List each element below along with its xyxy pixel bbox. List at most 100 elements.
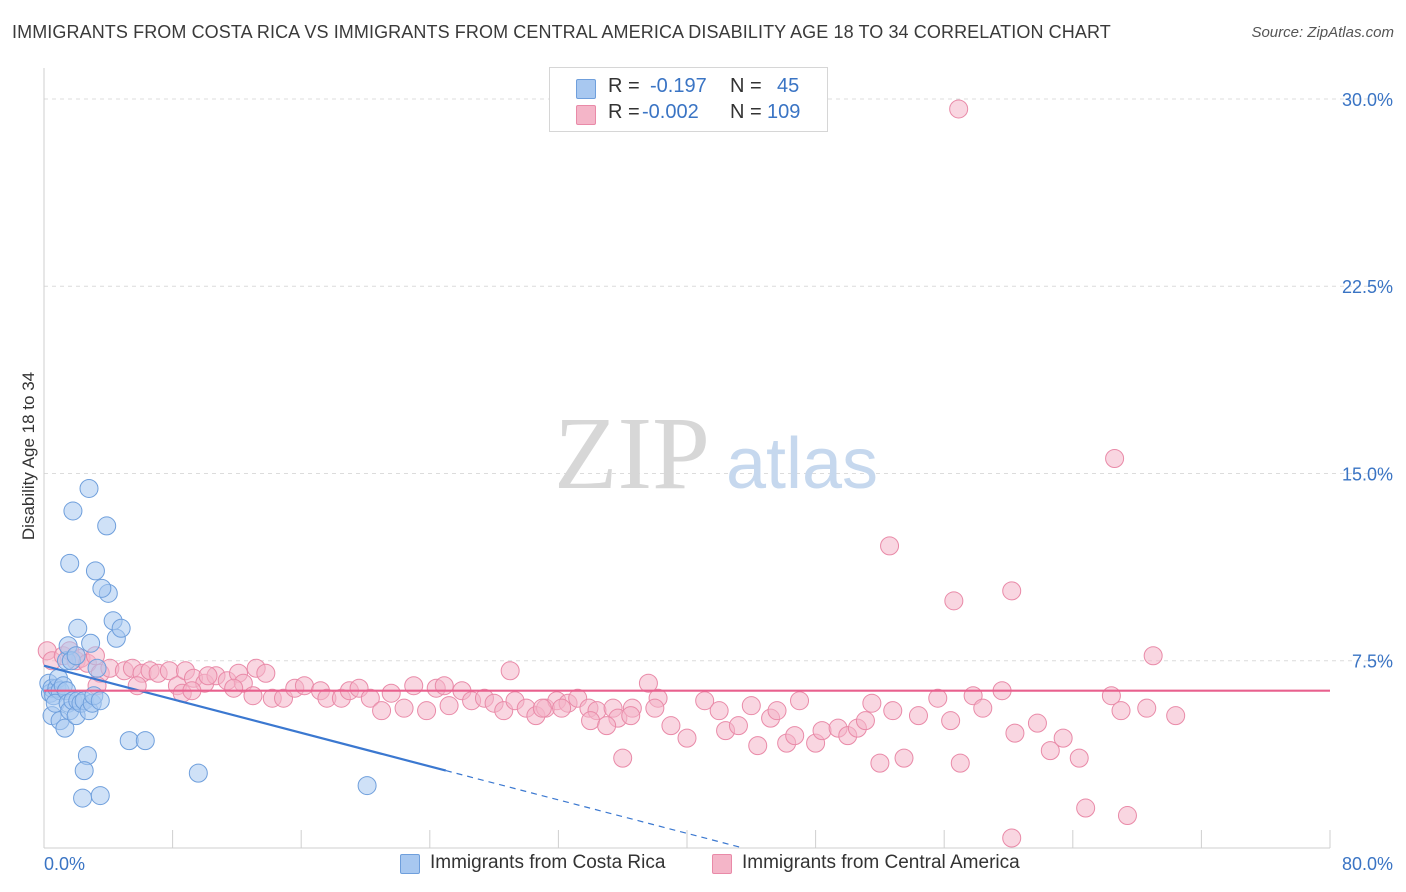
y-tick-label: 22.5% <box>1342 277 1393 297</box>
legend-row-costa-rica: R = -0.197 N = 45 <box>550 75 827 101</box>
point-central-america <box>404 676 424 696</box>
point-costa-rica <box>87 658 107 678</box>
y-tick-labels: 7.5% 15.0% 22.5% 30.0% <box>1342 90 1393 672</box>
y-axis-label: Disability Age 18 to 34 <box>19 372 38 540</box>
point-costa-rica <box>111 618 131 638</box>
point-central-america <box>870 753 890 773</box>
point-central-america <box>1005 723 1025 743</box>
point-central-america <box>1105 449 1125 469</box>
point-central-america <box>741 696 761 716</box>
point-central-america <box>1137 698 1157 718</box>
point-central-america <box>1040 741 1060 761</box>
trend-lines <box>43 664 1330 849</box>
trend-line-costa-rica <box>43 664 447 772</box>
point-costa-rica <box>81 633 101 653</box>
point-central-america <box>581 711 601 731</box>
point-central-america <box>360 688 380 708</box>
point-costa-rica <box>90 691 110 711</box>
legend-n-value: 109 <box>767 101 801 123</box>
point-costa-rica <box>97 516 117 536</box>
point-costa-rica <box>85 561 105 581</box>
point-central-america <box>748 736 768 756</box>
point-costa-rica <box>188 763 208 783</box>
point-central-america <box>1002 581 1022 601</box>
bottom-legend-swatch-central-america <box>712 854 732 874</box>
point-central-america <box>417 701 437 721</box>
point-central-america <box>613 748 633 768</box>
source-label: Source: ZipAtlas.com <box>1251 24 1394 41</box>
point-central-america <box>439 696 459 716</box>
bottom-legend-central-america: Immigrants from Central America <box>712 852 1052 876</box>
point-costa-rica <box>90 786 110 806</box>
legend-n-value: 45 <box>777 75 800 97</box>
point-costa-rica <box>68 618 88 638</box>
point-central-america <box>709 701 729 721</box>
point-central-america <box>855 711 875 731</box>
point-central-america <box>677 728 697 748</box>
y-tick-label: 15.0% <box>1342 464 1393 484</box>
point-costa-rica <box>66 646 86 666</box>
point-central-america <box>532 698 552 718</box>
point-costa-rica <box>55 718 75 738</box>
point-central-america <box>198 666 218 686</box>
point-central-america <box>381 683 401 703</box>
legend-r-label: R = <box>608 101 640 123</box>
point-central-america <box>372 701 392 721</box>
correlation-legend: R = -0.197 N = 45 R = -0.002 N = 109 <box>549 67 828 132</box>
point-central-america <box>621 706 641 726</box>
point-costa-rica <box>79 478 99 498</box>
series-costa-rica-points <box>39 478 377 808</box>
y-tick-label: 30.0% <box>1342 90 1393 110</box>
x-tick-label-max: 80.0% <box>1342 854 1393 874</box>
point-central-america <box>243 686 263 706</box>
point-central-america <box>908 706 928 726</box>
point-central-america <box>862 693 882 713</box>
point-central-america <box>1111 701 1131 721</box>
point-central-america <box>552 698 572 718</box>
point-central-america <box>928 688 948 708</box>
legend-row-central-america: R = -0.002 N = 109 <box>550 101 827 127</box>
legend-r-value: -0.197 <box>650 75 707 97</box>
point-costa-rica <box>60 553 80 573</box>
watermark-zip: ZIP <box>554 396 710 511</box>
point-central-america <box>597 716 617 736</box>
point-central-america <box>894 748 914 768</box>
bottom-legend-label-central-america: Immigrants from Central America <box>742 852 1020 873</box>
legend-n-label: N = <box>730 101 762 123</box>
legend-swatch-costa-rica <box>576 79 596 99</box>
point-central-america <box>1117 806 1137 826</box>
point-central-america <box>950 753 970 773</box>
point-central-america <box>880 536 900 556</box>
legend-r-label: R = <box>608 75 640 97</box>
point-central-america <box>1053 728 1073 748</box>
chart-title: IMMIGRANTS FROM COSTA RICA VS IMMIGRANTS… <box>12 22 1111 42</box>
point-central-america <box>949 99 969 119</box>
point-costa-rica <box>357 776 377 796</box>
y-tick-label: 7.5% <box>1352 652 1393 672</box>
watermark: ZIP atlas <box>554 396 878 511</box>
point-central-america <box>944 591 964 611</box>
point-central-america <box>785 726 805 746</box>
point-central-america <box>294 676 314 696</box>
point-central-america <box>256 663 276 683</box>
point-costa-rica <box>63 501 83 521</box>
point-central-america <box>973 698 993 718</box>
point-central-america <box>790 691 810 711</box>
point-central-america <box>883 701 903 721</box>
point-central-america <box>1143 646 1163 666</box>
point-central-america <box>394 698 414 718</box>
point-costa-rica <box>73 788 93 808</box>
point-central-america <box>812 721 832 741</box>
point-central-america <box>224 678 244 698</box>
point-costa-rica <box>119 731 139 751</box>
point-central-america <box>767 701 787 721</box>
point-central-america <box>500 661 520 681</box>
point-central-america <box>661 716 681 736</box>
trend-line-costa-rica-extension <box>445 770 744 849</box>
point-costa-rica <box>135 731 155 751</box>
point-central-america <box>1076 798 1096 818</box>
legend-n-label: N = <box>730 75 762 97</box>
bottom-legend-swatch-costa-rica <box>400 854 420 874</box>
legend-swatch-central-america <box>576 105 596 125</box>
